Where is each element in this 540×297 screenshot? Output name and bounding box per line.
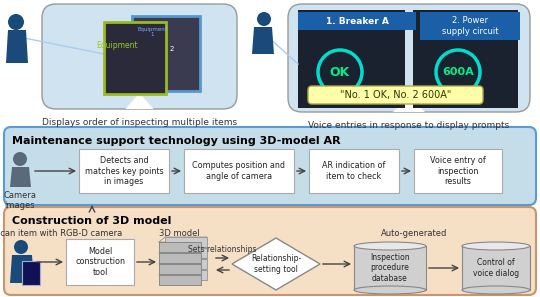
- Text: Model
construction
tool: Model construction tool: [75, 247, 125, 277]
- Bar: [22, 261, 40, 285]
- Bar: [420, 12, 520, 40]
- Text: 2. Power
supply circuit: 2. Power supply circuit: [442, 16, 498, 36]
- Text: 3D model: 3D model: [159, 229, 199, 238]
- Text: Auto-generated: Auto-generated: [381, 229, 447, 238]
- Bar: [159, 275, 201, 285]
- Bar: [159, 242, 201, 252]
- Text: Control of
voice dialog: Control of voice dialog: [473, 258, 519, 278]
- Text: Voice entries in response to display prompts: Voice entries in response to display pro…: [308, 121, 510, 130]
- Circle shape: [13, 152, 27, 166]
- Bar: [462, 246, 530, 290]
- Bar: [165, 259, 207, 269]
- Bar: [354, 246, 426, 290]
- Polygon shape: [393, 96, 425, 112]
- Bar: [413, 10, 518, 108]
- FancyBboxPatch shape: [4, 207, 536, 295]
- Text: Displays order of inspecting multiple items: Displays order of inspecting multiple it…: [42, 118, 237, 127]
- Bar: [298, 10, 405, 108]
- Text: Maintenance support technology using 3D-model AR: Maintenance support technology using 3D-…: [12, 136, 341, 146]
- FancyBboxPatch shape: [4, 127, 536, 205]
- Polygon shape: [6, 30, 28, 63]
- Text: Sets relationships: Sets relationships: [188, 246, 256, 255]
- Text: Voice entry of
inspection
results: Voice entry of inspection results: [430, 156, 486, 186]
- Text: 2: 2: [170, 46, 174, 52]
- Polygon shape: [10, 255, 34, 283]
- Text: Relationship-
setting tool: Relationship- setting tool: [251, 254, 301, 274]
- Bar: [165, 237, 207, 247]
- Text: Equipment
1: Equipment 1: [137, 27, 167, 37]
- Bar: [132, 16, 200, 91]
- Ellipse shape: [354, 286, 426, 294]
- Circle shape: [257, 12, 271, 26]
- Text: Construction of 3D model: Construction of 3D model: [12, 216, 171, 226]
- Bar: [298, 12, 416, 30]
- Circle shape: [14, 240, 28, 254]
- Bar: [309, 149, 399, 193]
- Text: 600A: 600A: [442, 67, 474, 77]
- Bar: [79, 149, 169, 193]
- Text: Computes position and
angle of camera: Computes position and angle of camera: [192, 161, 286, 181]
- Bar: [66, 239, 134, 285]
- Ellipse shape: [462, 286, 530, 294]
- Text: Detects and
matches key points
in images: Detects and matches key points in images: [85, 156, 163, 186]
- Bar: [414, 149, 502, 193]
- Bar: [165, 270, 207, 280]
- Text: "No. 1 OK, No. 2 600A": "No. 1 OK, No. 2 600A": [340, 90, 451, 100]
- FancyBboxPatch shape: [288, 4, 530, 112]
- FancyBboxPatch shape: [42, 4, 237, 109]
- Text: Equipment: Equipment: [96, 42, 138, 50]
- Text: 1. Breaker A: 1. Breaker A: [326, 17, 388, 26]
- Text: OK: OK: [330, 66, 350, 78]
- Ellipse shape: [462, 242, 530, 250]
- Bar: [184, 149, 294, 193]
- Text: Scan item with RGB-D camera: Scan item with RGB-D camera: [0, 229, 123, 238]
- Polygon shape: [252, 27, 274, 54]
- Bar: [104, 22, 166, 94]
- Polygon shape: [232, 238, 320, 290]
- Bar: [159, 264, 201, 274]
- Bar: [165, 248, 207, 258]
- Polygon shape: [125, 93, 153, 109]
- Bar: [159, 253, 201, 263]
- Circle shape: [8, 14, 24, 30]
- Text: AR indication of
item to check: AR indication of item to check: [322, 161, 386, 181]
- Polygon shape: [10, 167, 31, 187]
- Text: Camera
images: Camera images: [3, 191, 37, 210]
- FancyBboxPatch shape: [308, 86, 483, 104]
- Ellipse shape: [354, 242, 426, 250]
- Text: Inspection
procedure
database: Inspection procedure database: [370, 253, 410, 283]
